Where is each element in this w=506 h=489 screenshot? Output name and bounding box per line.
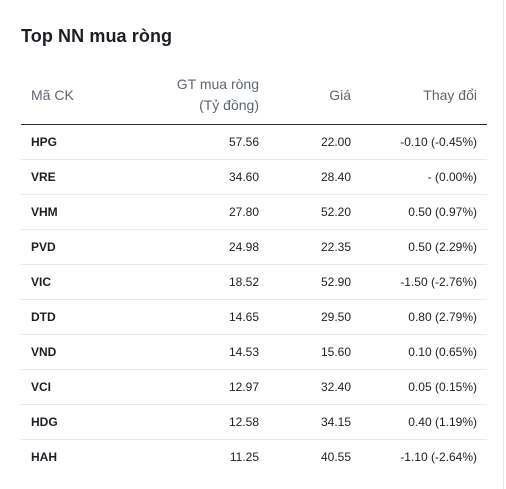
stock-symbol[interactable]: VHM — [21, 194, 127, 230]
table-row[interactable]: HAH 11.25 40.55 -1.10 (-2.64%) — [21, 440, 487, 475]
net-buy-value: 18.52 — [127, 264, 269, 300]
change-value: 0.50 (2.29%) — [361, 229, 487, 265]
price-value: 32.40 — [269, 369, 361, 405]
change-value: 0.50 (0.97%) — [361, 194, 487, 230]
foreign-net-buy-table: Mã CK GT mua ròng (Tỷ đồng) Giá Thay đổi… — [21, 66, 487, 474]
stock-symbol[interactable]: PVD — [21, 229, 127, 265]
change-value: - (0.00%) — [361, 159, 487, 195]
table-row[interactable]: VRE 34.60 28.40- (0.00%) — [21, 159, 487, 195]
price-value: 52.90 — [269, 264, 361, 300]
net-buy-value: 12.97 — [127, 369, 269, 405]
header-price: Giá — [269, 66, 361, 125]
price-value: 29.50 — [269, 299, 361, 335]
price-value: 40.55 — [320, 450, 351, 464]
table-row[interactable]: HPG 57.56 22.00 -0.10 (-0.45%) — [21, 124, 487, 160]
header-net-buy-value: GT mua ròng (Tỷ đồng) — [127, 66, 269, 125]
stock-symbol[interactable]: VIC — [21, 264, 127, 300]
table-row[interactable]: VIC 18.52 52.90 -1.50 (-2.76%) — [21, 264, 487, 300]
table-row[interactable]: VND 14.53 15.60 0.10 (0.65%) — [21, 334, 487, 370]
stock-symbol[interactable]: HDG — [21, 404, 127, 440]
table-header-row: Mã CK GT mua ròng (Tỷ đồng) Giá Thay đổi — [21, 66, 487, 125]
price-value: 15.60 — [269, 334, 361, 370]
price-value: 52.20 — [269, 194, 361, 230]
price-value: 28.40 — [269, 159, 361, 195]
change-value: 0.80 (2.79%) — [361, 299, 487, 335]
header-net-buy-value-line1: GT mua ròng — [176, 76, 259, 92]
change-value: 0.05 (0.15%) — [361, 369, 487, 405]
stock-symbol[interactable]: VND — [21, 334, 127, 370]
header-symbol: Mã CK — [21, 66, 127, 125]
price-value: 22.00 — [269, 124, 361, 160]
card-title: Top NN mua ròng — [21, 26, 173, 46]
header-change: Thay đổi — [361, 66, 487, 125]
net-buy-value: 11.25 — [229, 450, 259, 464]
table-row[interactable]: HDG 12.58 34.15 0.40 (1.19%) — [21, 404, 487, 440]
table-row[interactable]: DTD 14.65 29.50 0.80 (2.79%) — [21, 299, 487, 335]
change-value: -1.10 (-2.64%) — [400, 450, 477, 464]
change-value: 0.10 (0.65%) — [361, 334, 487, 370]
net-buy-value: 34.60 — [127, 159, 269, 195]
net-buy-value: 27.80 — [127, 194, 269, 230]
stock-symbol[interactable]: HAH — [31, 450, 57, 464]
stock-symbol[interactable]: DTD — [21, 299, 127, 335]
stock-symbol[interactable]: HPG — [21, 124, 127, 160]
header-net-buy-value-line2: (Tỷ đồng) — [199, 97, 259, 113]
net-buy-value: 14.65 — [127, 299, 269, 335]
table-row[interactable]: VHM 27.80 52.20 0.50 (0.97%) — [21, 194, 487, 230]
change-value: -0.10 (-0.45%) — [361, 124, 487, 160]
net-buy-value: 14.53 — [127, 334, 269, 370]
change-value: 0.40 (1.19%) — [361, 404, 487, 440]
net-buy-value: 57.56 — [127, 124, 269, 160]
stock-symbol[interactable]: VCI — [21, 369, 127, 405]
table-row[interactable]: PVD 24.98 22.35 0.50 (2.29%) — [21, 229, 487, 265]
change-value: -1.50 (-2.76%) — [361, 264, 487, 300]
stock-symbol[interactable]: VRE — [21, 159, 127, 195]
price-value: 22.35 — [269, 229, 361, 265]
net-buy-value: 24.98 — [127, 229, 269, 265]
price-value: 34.15 — [269, 404, 361, 440]
table-row[interactable]: VCI 12.97 32.40 0.05 (0.15%) — [21, 369, 487, 405]
net-buy-value: 12.58 — [127, 404, 269, 440]
